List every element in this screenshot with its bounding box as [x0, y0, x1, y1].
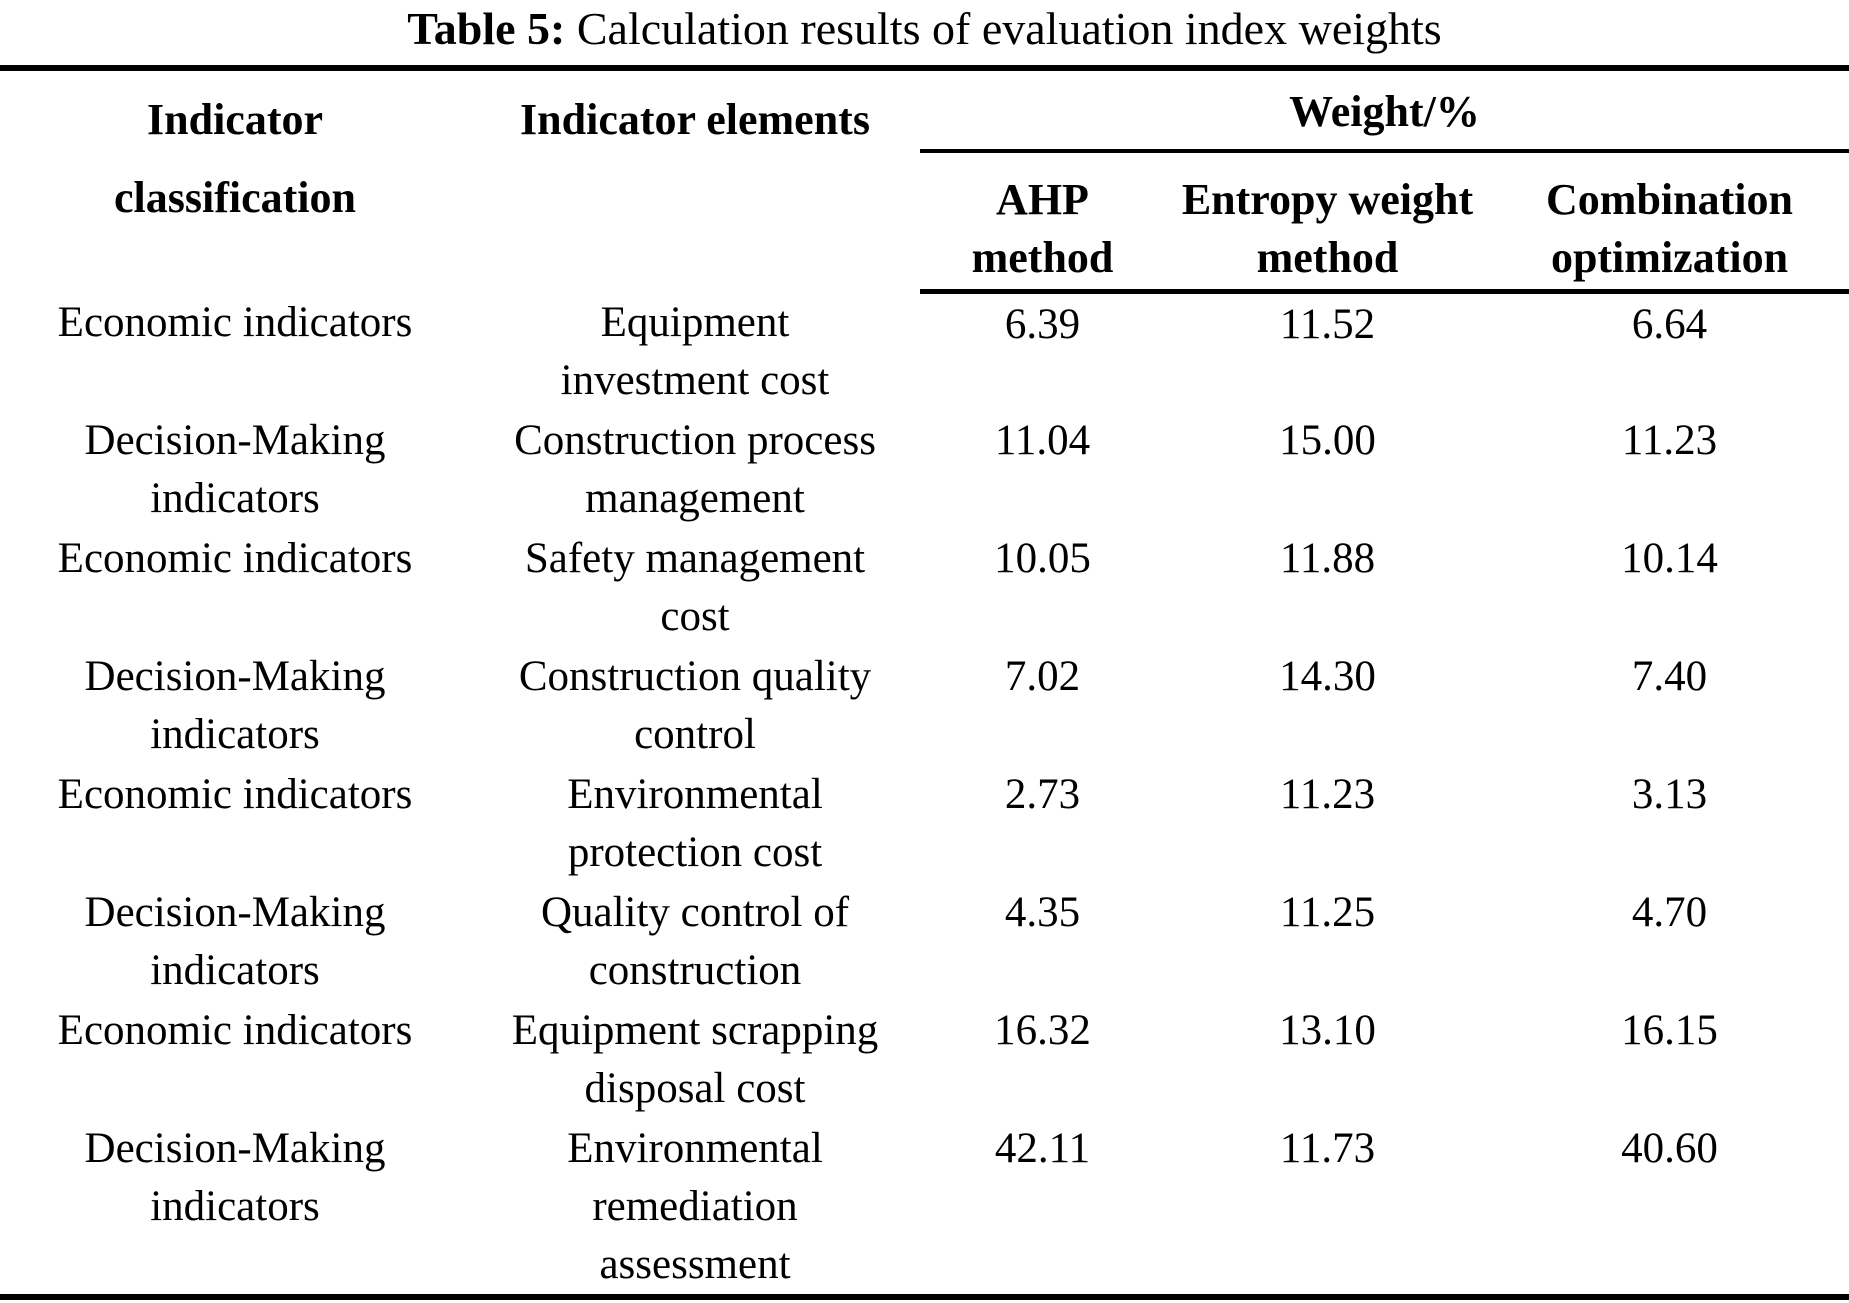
combination-weight-value: 4.70 — [1631, 888, 1708, 936]
indicator-classification-cell: Economic indicators — [57, 770, 413, 818]
table-header: Indicator classification Indicator eleme… — [0, 68, 1849, 294]
ahp-weight-value: 16.32 — [994, 1006, 1091, 1054]
header-row-sub: AHP method Entropy weight method Combina… — [0, 151, 1849, 294]
indicator-classification-cell: Economic indicators — [57, 1006, 413, 1054]
table-row: Economic indicators Equipment scrapping d… — [0, 1000, 1849, 1118]
combination-weight-value: 40.60 — [1621, 1124, 1718, 1172]
header-row-top: Indicator classification Indicator eleme… — [0, 68, 1849, 222]
indicator-classification-cell: Decision-Making indicators — [84, 416, 386, 522]
col-header-indicator-classification: Indicator classification — [114, 95, 356, 222]
indicator-element-cell: Safety management cost — [524, 534, 866, 640]
indicator-classification-cell: Decision-Making indicators — [84, 1124, 386, 1230]
combination-weight-value: 10.14 — [1621, 534, 1718, 582]
indicator-element-cell: Environmental protection cost — [567, 770, 823, 876]
indicator-element-cell: Construction process management — [514, 416, 876, 522]
table-caption-text: Calculation results of evaluation index … — [565, 3, 1442, 54]
ahp-weight-value: 4.35 — [1004, 888, 1081, 936]
ahp-weight-value: 7.02 — [1004, 652, 1081, 700]
table-row: Economic indicators Safety management cos… — [0, 528, 1849, 646]
indicator-element-cell: Equipment scrapping disposal cost — [511, 1006, 879, 1112]
entropy-weight-value: 13.10 — [1279, 1006, 1376, 1054]
indicator-classification-cell: Economic indicators — [57, 534, 413, 582]
entropy-weight-value: 14.30 — [1279, 652, 1376, 700]
ahp-weight-value: 11.04 — [994, 416, 1091, 464]
ahp-weight-value: 42.11 — [994, 1124, 1091, 1172]
col-header-weight-group: Weight/% — [920, 68, 1849, 153]
indicator-element-cell: Equipment investment cost — [560, 298, 830, 404]
table-body: Economic indicators Equipment investment … — [0, 292, 1849, 1297]
combination-weight-value: 16.15 — [1621, 1006, 1718, 1054]
ahp-weight-value: 10.05 — [994, 534, 1091, 582]
table-row: Economic indicators Environmental protect… — [0, 764, 1849, 882]
indicator-classification-cell: Decision-Making indicators — [84, 888, 386, 994]
table-row: Economic indicators Equipment investment … — [0, 292, 1849, 410]
combination-weight-value: 7.40 — [1631, 652, 1708, 700]
entropy-weight-value: 11.73 — [1279, 1124, 1376, 1172]
indicator-element-cell: Quality control of construction — [540, 888, 850, 994]
table-row: Decision-Making indicators Environmental … — [0, 1118, 1849, 1297]
table-caption: Table 5: Calculation results of evaluati… — [0, 0, 1849, 65]
col-header-combination-optimization: Combination optimization — [1490, 151, 1849, 294]
indicator-element-cell: Environmental remediation assessment — [567, 1124, 823, 1288]
combination-weight-value: 3.13 — [1631, 770, 1708, 818]
table-caption-label: Table 5: — [407, 3, 566, 54]
entropy-weight-value: 11.23 — [1279, 770, 1376, 818]
indicator-element-cell: Construction quality control — [518, 652, 872, 758]
table-row: Decision-Making indicators Construction p… — [0, 410, 1849, 528]
entropy-weight-value: 11.25 — [1279, 888, 1376, 936]
col-header-entropy-weight-method: Entropy weight method — [1165, 151, 1490, 294]
entropy-weight-value: 11.52 — [1279, 301, 1376, 348]
combination-weight-value: 6.64 — [1631, 301, 1708, 348]
indicator-classification-cell: Decision-Making indicators — [84, 652, 386, 758]
evaluation-index-weights-table: Indicator classification Indicator eleme… — [0, 65, 1849, 1300]
table-row: Decision-Making indicators Construction q… — [0, 646, 1849, 764]
ahp-weight-value: 2.73 — [1004, 770, 1081, 818]
combination-weight-value: 11.23 — [1621, 416, 1718, 464]
entropy-weight-value: 15.00 — [1279, 416, 1376, 464]
col-header-ahp-method: AHP method — [920, 151, 1165, 294]
indicator-classification-cell: Economic indicators — [57, 298, 413, 346]
entropy-weight-value: 11.88 — [1279, 534, 1376, 582]
col-header-indicator-elements: Indicator elements — [520, 95, 870, 144]
ahp-weight-value: 6.39 — [1004, 301, 1081, 348]
table-row: Decision-Making indicators Quality contro… — [0, 882, 1849, 1000]
